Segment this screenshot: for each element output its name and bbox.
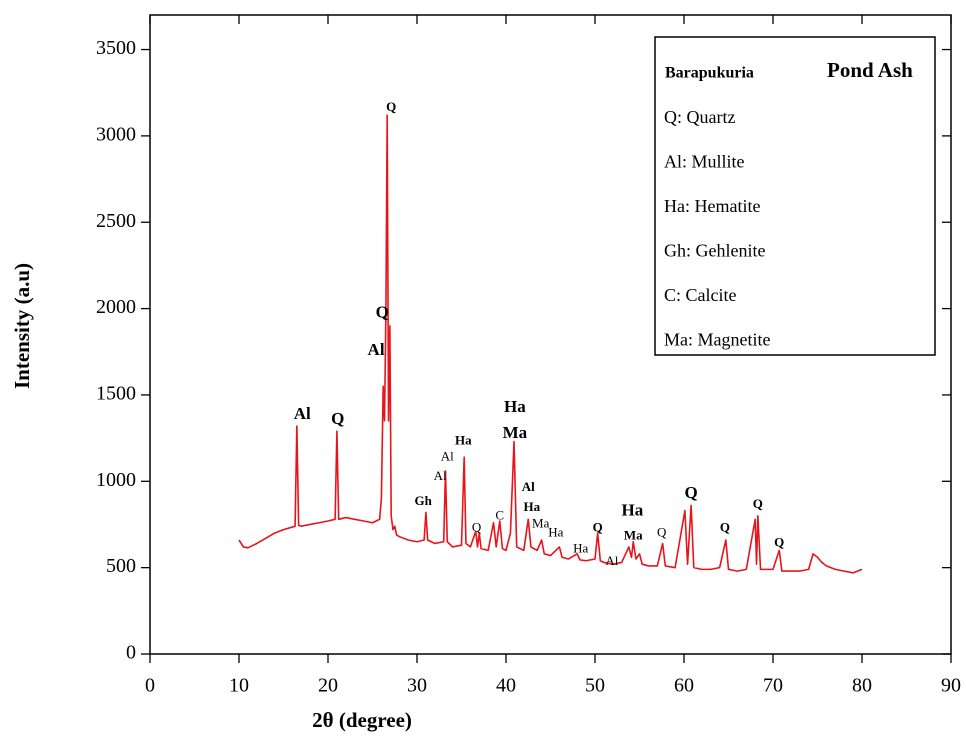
x-tick-label: 80 [852, 675, 872, 697]
y-axis-label: Intensity (a.u) [10, 263, 34, 389]
peak-label: Ha [622, 500, 644, 519]
peak-label: Q [720, 519, 730, 534]
peak-label: Ma [624, 528, 643, 543]
peak-label: Ha [548, 525, 563, 540]
legend-title: Pond Ash [827, 58, 913, 82]
peak-label: Al [605, 553, 618, 568]
peak-label: C [495, 507, 504, 522]
peak-label: Ha [455, 432, 472, 447]
legend-item: Al: Mullite [664, 152, 745, 172]
peak-label: Q [685, 483, 698, 502]
legend-title: Barapukuria [665, 65, 754, 82]
y-tick-label: 1000 [96, 469, 136, 491]
peak-label: Q [774, 535, 784, 550]
peak-label: Q [331, 409, 344, 428]
peak-label: Al [522, 479, 535, 494]
peak-label: Al [294, 404, 311, 423]
legend-box [654, 36, 936, 356]
xrd-line [238, 114, 863, 574]
x-tick-label: 70 [763, 675, 783, 697]
peak-label: Al [441, 449, 454, 464]
peak-label: Ha [504, 397, 526, 416]
x-tick-label: 20 [318, 675, 338, 697]
x-tick-label: 90 [941, 675, 961, 697]
y-tick-label: 500 [106, 555, 136, 577]
y-tick-label: 0 [126, 642, 136, 664]
x-tick-label: 40 [496, 675, 516, 697]
y-tick-label: 1500 [96, 383, 136, 405]
x-tick-label: 0 [145, 675, 155, 697]
peak-label: Q [376, 303, 389, 322]
legend-item: Q: Quartz [664, 107, 735, 127]
y-tick-label: 3000 [96, 123, 136, 145]
peak-label: Gh [415, 493, 433, 508]
y-tick-label: 3500 [96, 37, 136, 59]
x-tick-label: 50 [585, 675, 605, 697]
x-axis-label: 2θ (degree) [312, 708, 412, 732]
peak-label: Al [434, 468, 447, 483]
peak-label: Q [472, 519, 482, 534]
legend-item: Ha: Hematite [664, 196, 760, 216]
peak-label: Ma [503, 423, 528, 442]
legend-item: Gh: Gehlenite [664, 241, 765, 261]
x-tick-label: 30 [407, 675, 427, 697]
peak-label: Ha [523, 499, 540, 514]
legend-item: Ma: Magnetite [664, 330, 770, 350]
peak-label: Q [753, 496, 763, 511]
y-tick-label: 2000 [96, 296, 136, 318]
plot-frame [149, 14, 952, 655]
peak-label: Al [368, 340, 385, 359]
x-tick-label: 60 [674, 675, 694, 697]
x-tick-label: 10 [229, 675, 249, 697]
peak-label: Ma [532, 515, 550, 530]
y-tick-label: 2500 [96, 210, 136, 232]
peak-label: Q [593, 519, 603, 534]
peak-label: Ha [573, 541, 588, 556]
legend-item: C: Calcite [664, 285, 736, 305]
peak-label: Q [386, 99, 396, 114]
peak-label: Q [657, 525, 667, 540]
